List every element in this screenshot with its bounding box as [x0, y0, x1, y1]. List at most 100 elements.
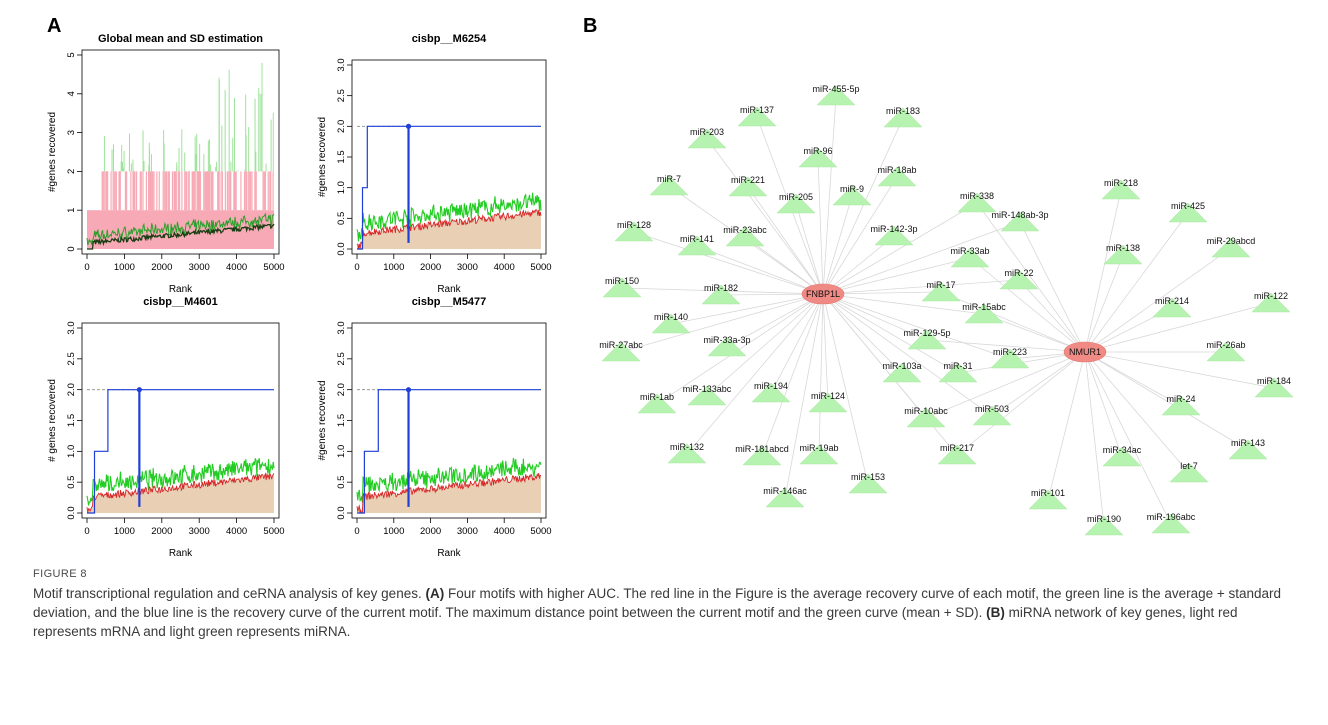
mirna-node: miR-503 [972, 404, 1012, 426]
x-tick-label: 1000 [383, 262, 404, 273]
mirna-triangle [687, 128, 727, 149]
mirna-label: miR-190 [1087, 514, 1121, 524]
x-tick-label: 4000 [494, 526, 515, 537]
mean-plus-sd-line [86, 458, 275, 506]
y-axis-label: #genes recovered [317, 117, 328, 197]
mean-fill [357, 473, 541, 513]
mirna-triangle [799, 444, 839, 465]
x-tick-label: 2000 [151, 526, 172, 537]
mirna-triangle [637, 393, 677, 414]
mirna-label: miR-129-5p [903, 328, 950, 338]
mirna-triangle [950, 247, 990, 268]
mirna-label: miR-217 [940, 443, 974, 453]
mirna-label: miR-146ac [763, 486, 807, 496]
mirna-node: miR-132 [667, 442, 707, 464]
mirna-node: miR-124 [808, 391, 848, 413]
network-edge [817, 157, 824, 295]
y-tick-label: 2.5 [336, 352, 347, 365]
x-tick-label: 3000 [189, 262, 210, 273]
x-tick-label: 1000 [114, 262, 135, 273]
mean-plus-sd-line [356, 457, 542, 503]
mirna-label: miR-101 [1031, 488, 1065, 498]
x-tick-label: 0 [84, 262, 89, 273]
mirna-label: miR-34ac [1103, 445, 1142, 455]
network-edge [822, 202, 978, 295]
mean-fill [87, 473, 274, 513]
mirna-triangle [602, 277, 642, 298]
network-edges [620, 95, 1275, 527]
mirna-label: miR-132 [670, 442, 704, 452]
network-edge [818, 293, 824, 456]
mirna-triangle [883, 107, 923, 128]
mean-line [86, 472, 275, 513]
mirna-label: miR-183 [886, 106, 920, 116]
network-edge [822, 293, 928, 341]
network-nodes: miR-455-5p miR-137 miR-183 miR-203 miR-96 miR… [599, 84, 1294, 536]
mirna-label: miR-141 [680, 234, 714, 244]
mirna-node: miR-194 [751, 381, 791, 403]
x-axis-label: Rank [169, 548, 193, 559]
mirna-node: miR-148ab-3p [991, 210, 1049, 232]
x-tick-label: 3000 [457, 526, 478, 537]
mirna-triangle [882, 362, 922, 383]
mirna-triangle [1254, 377, 1294, 398]
x-tick-label: 0 [84, 526, 89, 537]
chart-title: cisbp__M5477 [412, 296, 487, 308]
mirna-node: miR-184 [1254, 376, 1294, 398]
mirna-node: miR-34ac [1102, 445, 1142, 467]
x-tick-label: 5000 [263, 262, 284, 273]
mirna-label: miR-140 [654, 312, 688, 322]
network-edge [956, 351, 1086, 456]
mirna-node: miR-141 [677, 234, 717, 256]
network-edge [976, 202, 1086, 353]
y-tick-label: 0.5 [66, 476, 77, 489]
mirna-label: miR-23abc [723, 225, 767, 235]
x-tick-label: 3000 [189, 526, 210, 537]
mirna-node: miR-146ac [763, 486, 807, 508]
network-edge [822, 235, 895, 295]
x-tick-label: 5000 [530, 526, 551, 537]
mrna-label: FNBP1L [806, 289, 840, 299]
mirna-triangle [751, 382, 791, 403]
mirna-node: miR-19ab [799, 443, 839, 465]
network-edge [1084, 247, 1232, 353]
network-edge [1084, 254, 1124, 353]
mirna-node: miR-203 [687, 127, 727, 149]
network-edge [822, 293, 1011, 360]
y-tick-label: 2.0 [336, 383, 347, 396]
mirna-triangle [990, 348, 1030, 369]
y-tick-label: 3.0 [336, 321, 347, 334]
mirna-triangle [677, 235, 717, 256]
mirna-node: miR-9 [832, 184, 872, 206]
x-tick-label: 4000 [494, 262, 515, 273]
mirna-triangle [937, 444, 977, 465]
y-tick-label: 0.0 [336, 242, 347, 255]
mirna-label: miR-122 [1254, 291, 1288, 301]
y-tick-label: 3 [66, 130, 77, 135]
mirna-node: miR-142-3p [870, 224, 918, 246]
mirna-node: miR-128 [614, 220, 654, 242]
x-axis-label: Rank [437, 548, 461, 559]
x-tick-label: 2000 [420, 262, 441, 273]
caption-text: Motif transcriptional regulation and ceR… [33, 584, 1295, 641]
mirna-triangle [1161, 395, 1201, 416]
mirna-triangle [1228, 439, 1268, 460]
network-edge [822, 293, 985, 315]
mirna-triangle [667, 443, 707, 464]
network-edge [1018, 279, 1086, 353]
network-edge [822, 293, 869, 485]
mirna-node: miR-223 [990, 347, 1030, 369]
mirna-triangle [1169, 462, 1209, 483]
mirna-label: miR-128 [617, 220, 651, 230]
network-edge [925, 351, 1086, 419]
chart-title: Global mean and SD estimation [98, 33, 263, 45]
y-tick-label: 5 [66, 52, 77, 57]
network-edge [1047, 351, 1086, 501]
network-edge [822, 293, 829, 404]
mirna-triangle [1206, 341, 1246, 362]
y-tick-label: 4 [66, 91, 77, 96]
mirna-label: miR-1ab [640, 392, 674, 402]
mirna-node: miR-33ab [950, 246, 990, 268]
chart-3: cisbp__M4601 0 1000 2000 3000 4000 5000 0.0 0.5 1… [47, 296, 285, 559]
